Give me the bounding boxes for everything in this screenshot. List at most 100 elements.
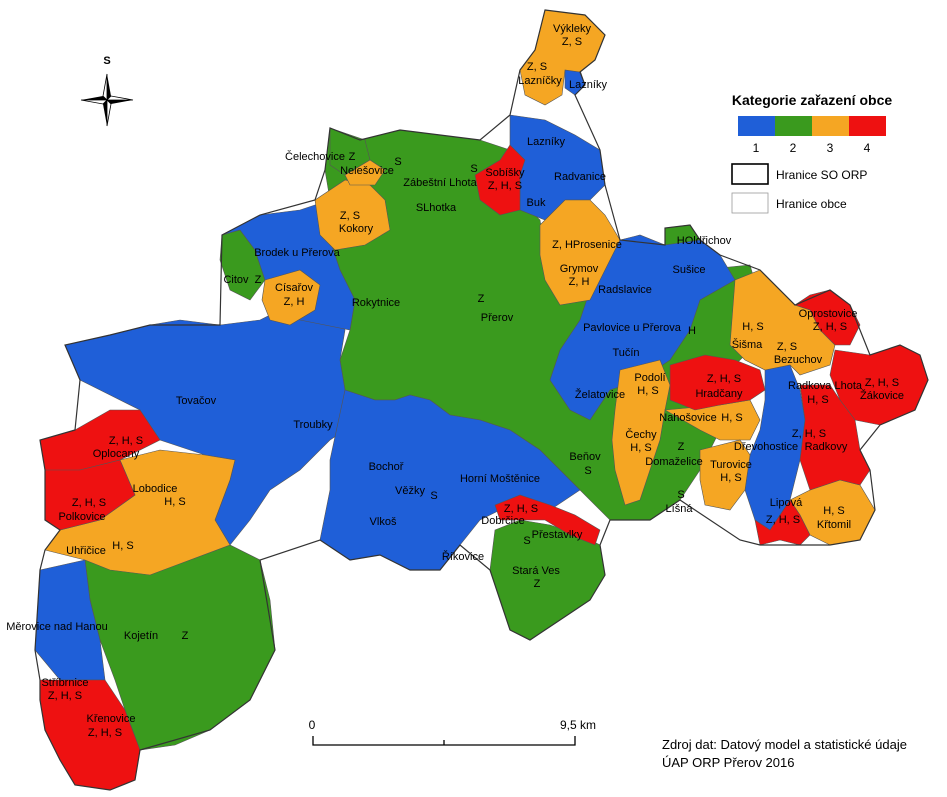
label-buk: Buk	[527, 197, 546, 209]
label-lisna: Líšná	[666, 503, 694, 515]
label-troubky: Troubky	[293, 419, 333, 431]
label-turovice: Turovice	[710, 459, 752, 471]
legend-title: Kategorie zařazení obce	[732, 92, 892, 108]
label-prestavlky: Přestavlky	[532, 529, 583, 541]
label-zakovice-code: Z, H, S	[865, 377, 899, 389]
label-hradcany-code: Z, H, S	[707, 373, 741, 385]
label-vlkos: Vlkoš	[370, 516, 397, 528]
label-celechovice-code: Z	[349, 151, 356, 163]
label-vezky: Věžky	[395, 485, 425, 497]
label-krtomil: Křtomil	[817, 519, 851, 531]
label-domazelice-code: Z	[678, 441, 685, 453]
label-slhotka: SLhotka	[416, 202, 457, 214]
label-tucin: Tučín	[612, 347, 639, 359]
label-kojetin: Kojetín	[124, 630, 158, 642]
label-oprostovice-code: Z, H, S	[813, 321, 847, 333]
region-podoli-cechy	[611, 359, 671, 506]
label-radkovy: Radkovy	[805, 441, 848, 453]
legend-obec-swatch	[731, 192, 769, 214]
label-krtomil-code: H, S	[823, 505, 844, 517]
label-stara-ves-code: Z	[534, 578, 541, 590]
label-stara-ves: Stará Ves	[512, 565, 560, 577]
label-radkovy-code: Z, H, S	[792, 428, 826, 440]
legend-orp-swatch	[731, 163, 769, 185]
label-laznicky: Lazníčky	[518, 75, 562, 87]
legend-obec-label: Hranice obce	[776, 197, 847, 211]
label-turovice-code: H, S	[720, 472, 741, 484]
source-line-1: Zdroj dat: Datový model a statistické úd…	[662, 737, 907, 752]
label-polkovice-code: Z, H, S	[72, 497, 106, 509]
label-pavlovice-code: H	[688, 325, 696, 337]
label-radvanice: Radvanice	[554, 171, 606, 183]
label-benov-code: S	[584, 465, 591, 477]
label-sisma: Šišma	[732, 338, 763, 351]
label-drevohostice: Dřevohostice	[734, 441, 798, 453]
label-zabestni-code: S	[470, 163, 477, 175]
label-vykleky: Výkleky	[553, 23, 591, 35]
source-line-2: ÚAP ORP Přerov 2016	[662, 755, 794, 770]
label-oplocany: Oplocany	[93, 448, 140, 460]
label-krenovice-code: Z, H, S	[88, 727, 122, 739]
label-podoli-code: H, S	[637, 385, 658, 397]
scale-end-label: 9,5 km	[560, 718, 596, 732]
label-grymov-code: Z, H	[569, 276, 590, 288]
label-uhricice: Uhřičice	[66, 545, 106, 557]
municipality-labels: Výkleky Z, S Z, S Lazníčky Lazníky Lazní…	[6, 23, 904, 739]
label-prosenice: Z, HProsenice	[552, 239, 622, 251]
legend-cat-3: 3	[827, 141, 834, 155]
region-prosenice-grymov	[539, 199, 621, 306]
label-zelatovice: Želatovice	[575, 388, 625, 401]
label-oprostovice: Oprostovice	[799, 308, 858, 320]
label-citov-code: Z	[255, 274, 262, 286]
label-tovacov: Tovačov	[176, 395, 217, 407]
label-radkova-lhota: Radkova Lhota	[788, 380, 863, 392]
label-sobisky-code: Z, H, S	[488, 180, 522, 192]
label-uhricice-code: H, S	[112, 540, 133, 552]
label-horni-mostenice: Horní Moštěnice	[460, 473, 540, 485]
label-bezuchov: Bezuchov	[774, 354, 823, 366]
label-lobodice: Lobodice	[133, 483, 178, 495]
legend: Kategorie zařazení obce 1 2 3 4 Hranice …	[731, 92, 892, 214]
label-sobisky: Sobíšky	[485, 167, 525, 179]
legend-swatch-4	[849, 116, 886, 136]
legend-swatch-2	[775, 116, 812, 136]
label-cechy-code: H, S	[630, 442, 651, 454]
category-3-regions	[44, 9, 876, 576]
label-kojetin-code: Z	[182, 630, 189, 642]
label-bezuchov-code: Z, S	[777, 341, 797, 353]
legend-swatch-1	[738, 116, 775, 136]
label-nelesovice-code: S	[394, 156, 401, 168]
legend-cat-4: 4	[864, 141, 871, 155]
label-polkovice: Polkovice	[58, 511, 105, 523]
label-lazniky-top: Lazníky	[569, 79, 607, 91]
region-oprostovice	[794, 289, 861, 346]
label-cisarov-code: Z, H	[284, 296, 305, 308]
label-olbrichov: HOldřichov	[677, 235, 732, 247]
label-lipova: Lipová	[770, 497, 803, 509]
orp-boundary	[34, 9, 929, 791]
scale-start-label: 0	[309, 718, 316, 732]
label-dobrcice-code: Z, H, S	[504, 503, 538, 515]
label-prerov: Přerov	[481, 312, 514, 324]
label-lipova-code: Z, H, S	[766, 514, 800, 526]
region-turovice	[699, 439, 751, 511]
label-rokytnice: Rokytnice	[352, 297, 400, 309]
region-dobrcice	[494, 494, 601, 546]
label-nelesovice: Nelešovice	[340, 165, 394, 177]
label-prestavlky-code: S	[523, 535, 530, 547]
label-citov: Citov	[223, 274, 249, 286]
label-lisna-code: S	[677, 489, 684, 501]
label-hradcany: Hradčany	[695, 388, 743, 400]
legend-cat-1: 1	[753, 141, 760, 155]
label-grymov: Grymov	[560, 263, 599, 275]
label-pavlovice: Pavlovice u Přerova	[583, 322, 682, 334]
label-brodek: Brodek u Přerova	[254, 247, 340, 259]
label-podoli: Podolí	[634, 372, 665, 384]
label-prerov-code: Z	[478, 293, 485, 305]
region-tovacov-troubky	[64, 289, 376, 546]
label-stribrnice-code: Z, H, S	[48, 690, 82, 702]
region-sobisky	[474, 144, 526, 216]
label-cisarov: Císařov	[275, 282, 313, 294]
label-rikovice: Říkovice	[442, 550, 484, 563]
label-radkova-lhota-code: H, S	[807, 394, 828, 406]
